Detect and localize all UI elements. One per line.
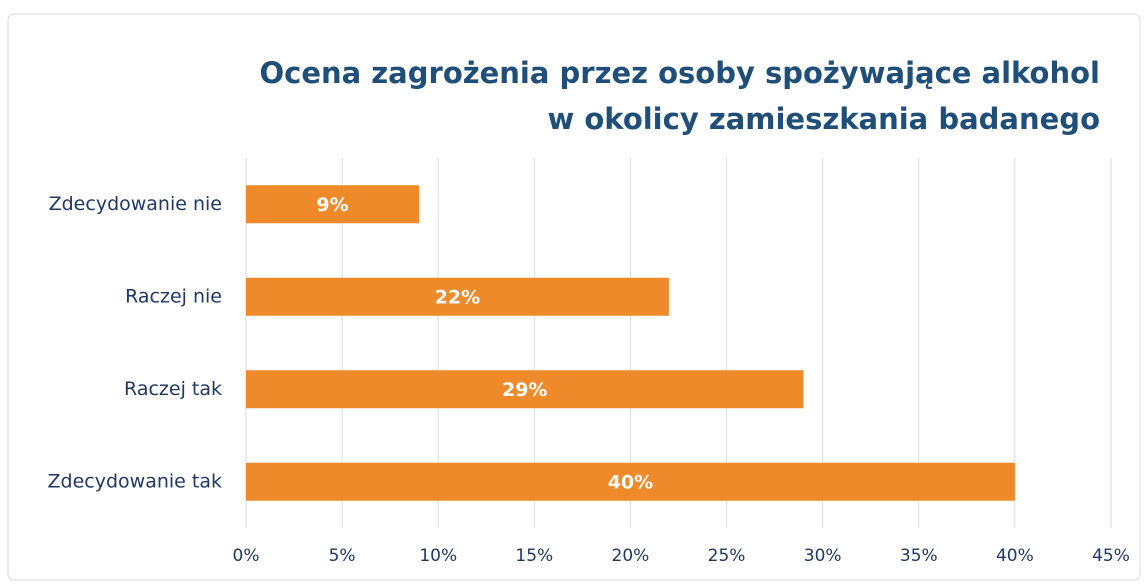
- x-tick-label: 30%: [804, 546, 842, 566]
- data-label: 29%: [502, 379, 547, 401]
- x-tick-label: 15%: [515, 546, 553, 566]
- chart-title: Ocena zagrożenia przez osoby spożywające…: [259, 56, 1100, 90]
- x-tick-label: 5%: [329, 546, 356, 566]
- bar: [246, 370, 804, 409]
- data-label: 9%: [316, 194, 348, 216]
- x-tick-label: 45%: [1092, 546, 1130, 566]
- x-tick-label: 25%: [708, 546, 746, 566]
- data-label: 22%: [435, 286, 480, 308]
- x-tick-label: 20%: [612, 546, 650, 566]
- chart-title: w okolicy zamieszkania badanego: [548, 102, 1101, 136]
- y-tick-label: Raczej tak: [124, 378, 222, 400]
- x-tick-label: 40%: [996, 546, 1034, 566]
- x-tick-label: 0%: [233, 546, 260, 566]
- y-tick-label: Zdecydowanie tak: [48, 470, 222, 492]
- bar: [246, 462, 1015, 501]
- bar: [246, 185, 419, 224]
- data-label: 40%: [608, 471, 653, 493]
- x-tick-label: 10%: [419, 546, 457, 566]
- y-tick-label: Raczej nie: [125, 285, 222, 307]
- y-tick-label: Zdecydowanie nie: [49, 193, 222, 215]
- bar: [246, 277, 669, 316]
- x-tick-label: 35%: [900, 546, 938, 566]
